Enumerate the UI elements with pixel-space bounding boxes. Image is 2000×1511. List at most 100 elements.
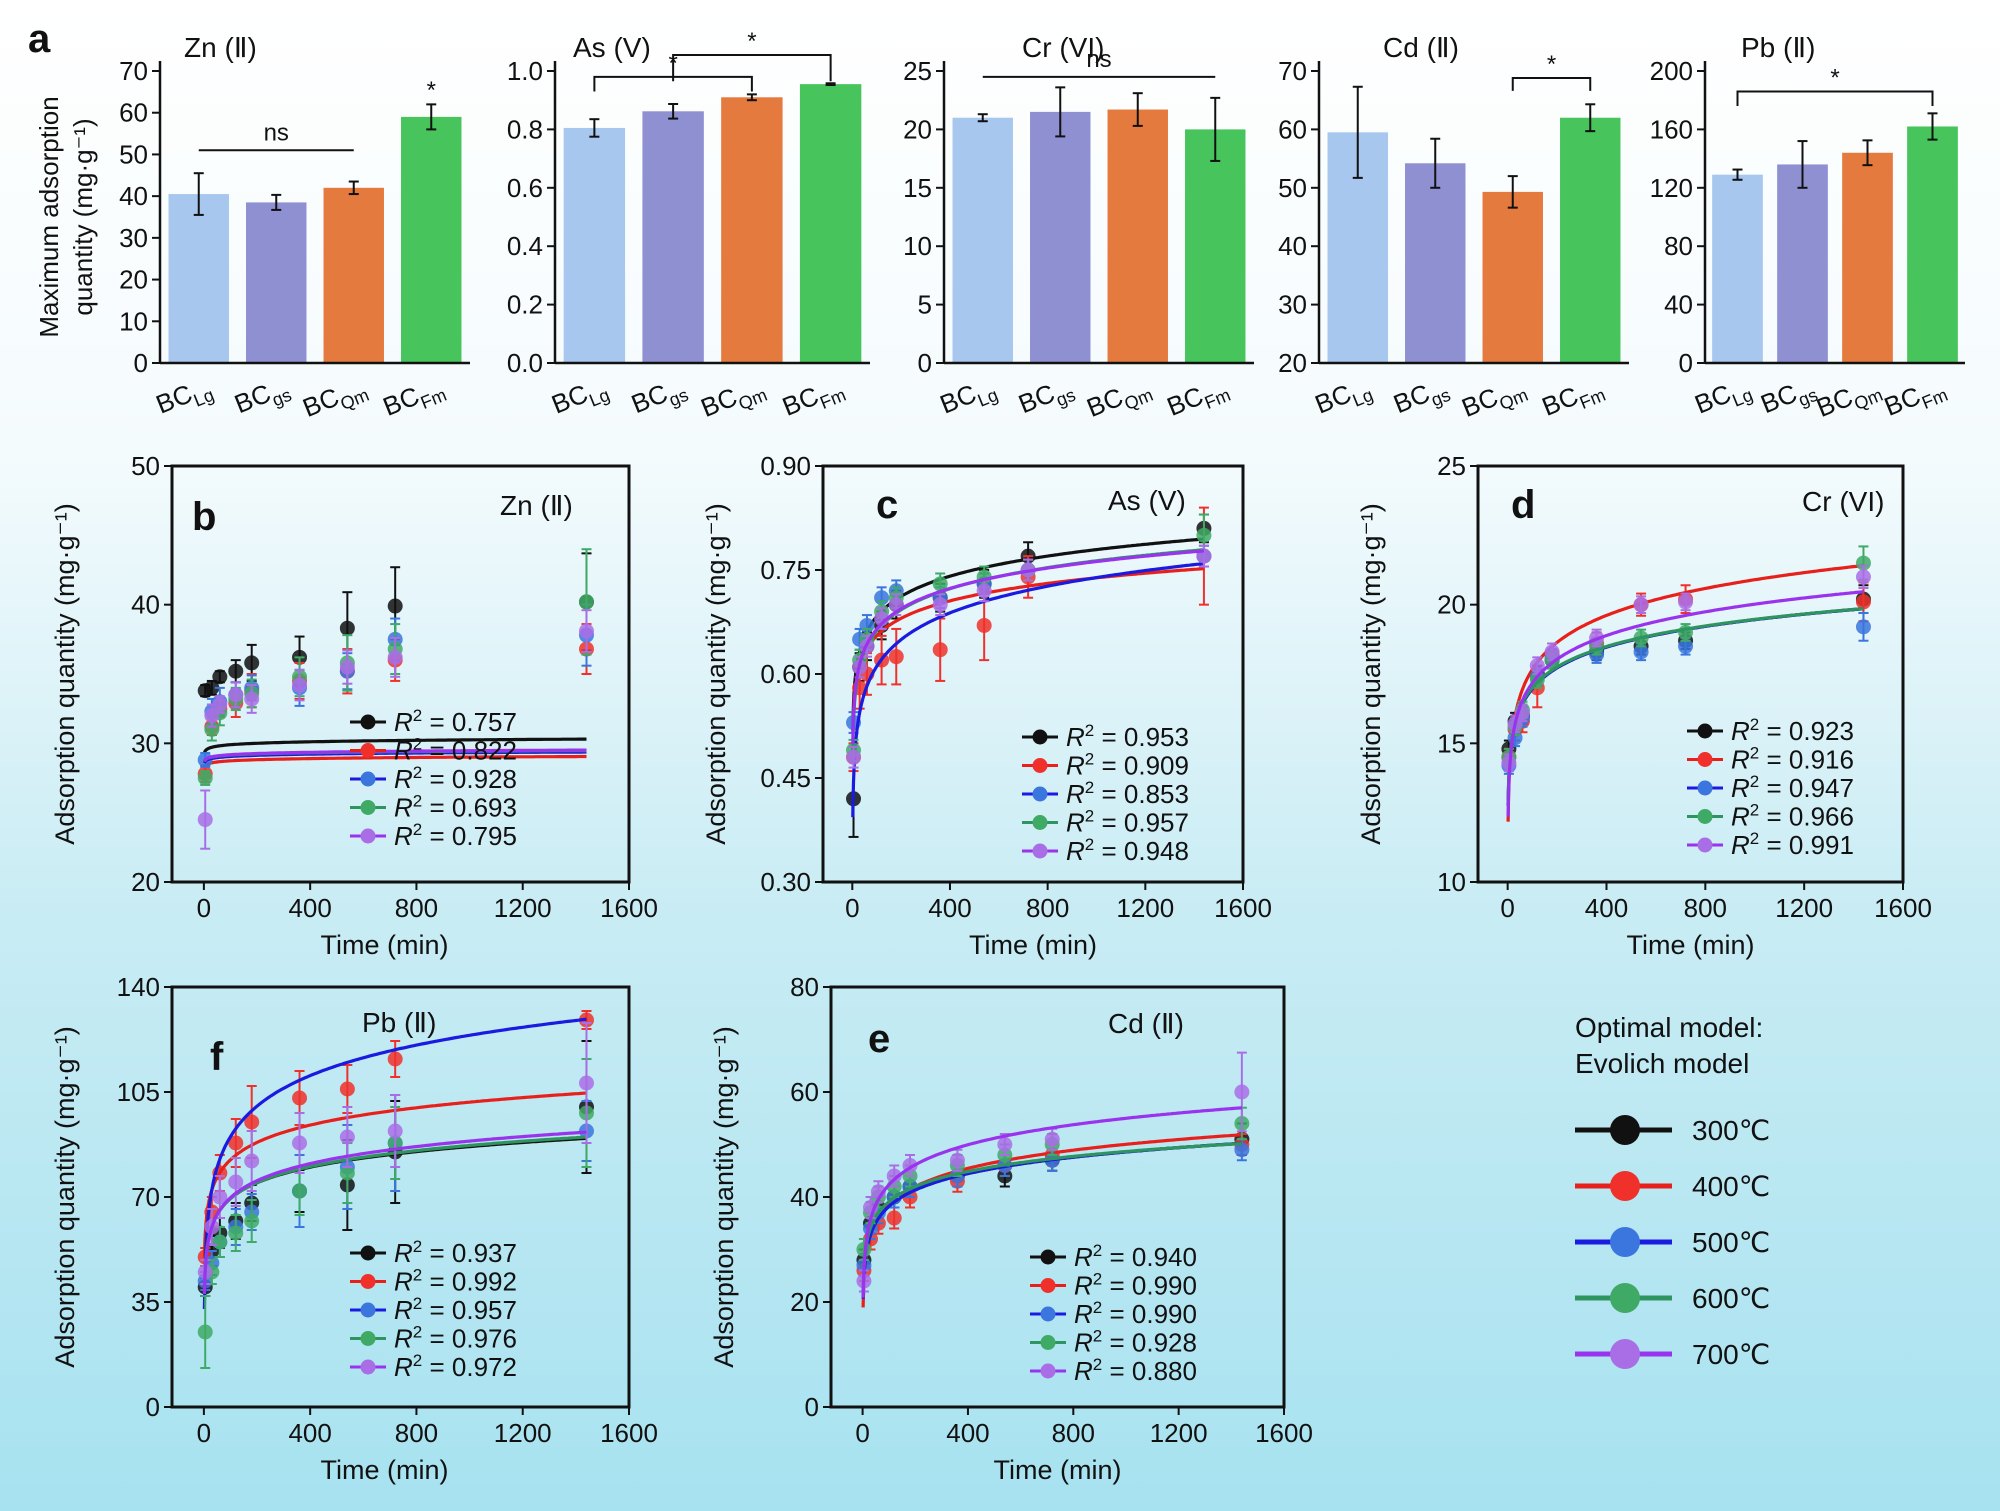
data-point — [339, 1165, 355, 1181]
y-tick-label: 35 — [131, 1287, 160, 1317]
y-tick-label: 80 — [1664, 231, 1693, 261]
data-point — [244, 1213, 260, 1229]
legend-r: R — [394, 1352, 413, 1382]
temperature-legend: Optimal model: Evolich model 300℃ 400℃ 500℃ 6… — [1575, 1012, 1770, 1370]
data-point — [578, 623, 594, 639]
bar — [721, 97, 783, 363]
legend-marker — [1697, 809, 1713, 824]
category-label: BCQm — [298, 371, 371, 428]
data-point — [886, 1168, 902, 1184]
category-label-base: BC — [379, 380, 424, 421]
significance-bracket — [672, 53, 832, 82]
category-label-base: BC — [1756, 378, 1801, 419]
category-label-base: BC — [1389, 378, 1434, 419]
bar — [1405, 163, 1466, 363]
category-label-base: BC — [697, 382, 742, 423]
legend-r: R — [1074, 1271, 1093, 1301]
legend-label: R2 = 0.853 — [1066, 778, 1189, 809]
y-axis-title-line: Maximum adsorption — [34, 96, 64, 337]
legend-label: 700℃ — [1692, 1339, 1770, 1370]
legend-value: = 0.957 — [1094, 808, 1189, 838]
y-tick-label: 30 — [119, 223, 148, 253]
legend-r: R — [394, 736, 413, 766]
legend-value: = 0.990 — [1102, 1299, 1197, 1329]
y-tick-label: 20 — [1437, 590, 1466, 620]
legend-value: = 0.693 — [422, 793, 517, 823]
data-point — [228, 1135, 244, 1151]
line-chart-c: 0 400 800 1200 1600 0.30 0.45 0.60 0.75 0.90 Time … — [701, 451, 1272, 960]
y-tick-label: 20 — [1278, 348, 1307, 378]
y-tick-label: 50 — [119, 139, 148, 169]
data-point — [387, 1051, 403, 1067]
legend-sup: 2 — [413, 1266, 422, 1285]
legend-sup: 2 — [1085, 721, 1094, 740]
chart-title: Cd (Ⅱ) — [1383, 32, 1459, 63]
bar — [1712, 174, 1763, 363]
legend-sup: 2 — [1085, 807, 1094, 826]
x-tick-label: 1200 — [1150, 1418, 1208, 1448]
legend-sup: 2 — [1093, 1298, 1102, 1317]
data-point — [997, 1137, 1013, 1152]
bar — [1107, 109, 1168, 363]
y-tick-label: 5 — [918, 290, 932, 320]
fit-curve — [202, 737, 587, 754]
chart-title: Zn (Ⅱ) — [184, 32, 257, 63]
y-tick-label: 0 — [146, 1392, 160, 1422]
bar — [642, 111, 704, 364]
category-label-sub: Fm — [418, 385, 450, 413]
data-point — [1544, 644, 1560, 660]
x-tick-label: 800 — [395, 1418, 438, 1448]
legend-value: = 0.990 — [1102, 1271, 1197, 1301]
bar — [246, 202, 307, 363]
legend-value: = 0.992 — [422, 1267, 517, 1297]
category-label-base: BC — [778, 380, 823, 421]
legend-sup: 2 — [413, 735, 422, 754]
legend-label: R2 = 0.909 — [1066, 750, 1189, 781]
legend-r: R — [1066, 808, 1085, 838]
legend-label: R2 = 0.937 — [394, 1237, 517, 1268]
significance-label: ns — [264, 119, 289, 146]
line-chart-f: 0 400 800 1200 1600 0 35 70 105 140 Time (min) Adso… — [50, 972, 658, 1485]
data-point — [292, 1183, 308, 1199]
legend-label: R2 = 0.990 — [1074, 1270, 1197, 1301]
category-label-sub: gs — [1053, 385, 1078, 411]
x-tick-label: 1200 — [1775, 893, 1833, 923]
legend-sup: 2 — [1093, 1270, 1102, 1289]
category-label-sub: Lg — [191, 385, 217, 411]
legend-label: R2 = 0.693 — [394, 792, 517, 823]
data-point — [976, 583, 992, 599]
category-label-sub: Qm — [337, 385, 371, 414]
fit-curve — [202, 1130, 587, 1294]
y-tick-label: 0.45 — [760, 763, 811, 793]
category-label: BCgs — [1756, 371, 1820, 424]
y-tick-label: 20 — [119, 265, 148, 295]
legend-value: = 0.991 — [1759, 830, 1854, 860]
fit-curve — [202, 754, 587, 768]
legend-marker — [1032, 815, 1048, 830]
x-tick-label: 1200 — [494, 893, 552, 923]
legend-marker — [1032, 843, 1048, 859]
y-tick-label: 160 — [1650, 114, 1693, 144]
x-tick-label: 1600 — [1874, 893, 1932, 923]
y-tick-label: 200 — [1650, 56, 1693, 86]
legend-marker — [1040, 1335, 1056, 1350]
legend-sup: 2 — [1093, 1327, 1102, 1346]
fit-curve — [861, 1106, 1243, 1298]
legend-sup: 2 — [1750, 772, 1759, 791]
legend-label: R2 = 0.966 — [1731, 801, 1854, 832]
category-label: BCgs — [1389, 371, 1453, 424]
y-tick-label: 40 — [1664, 290, 1693, 320]
legend-marker — [1040, 1363, 1056, 1379]
category-label-base: BC — [936, 378, 981, 419]
y-tick-label: 15 — [903, 173, 932, 203]
bar — [1907, 126, 1958, 363]
y-axis-title: Adsorption quantity (mg·g⁻¹) — [50, 1026, 80, 1367]
legend-marker — [1697, 837, 1713, 853]
panel-label: b — [192, 495, 216, 539]
panel-label: e — [868, 1017, 890, 1061]
legend-marker — [1032, 729, 1048, 745]
data-point — [387, 598, 403, 614]
y-tick-label: 50 — [1278, 173, 1307, 203]
